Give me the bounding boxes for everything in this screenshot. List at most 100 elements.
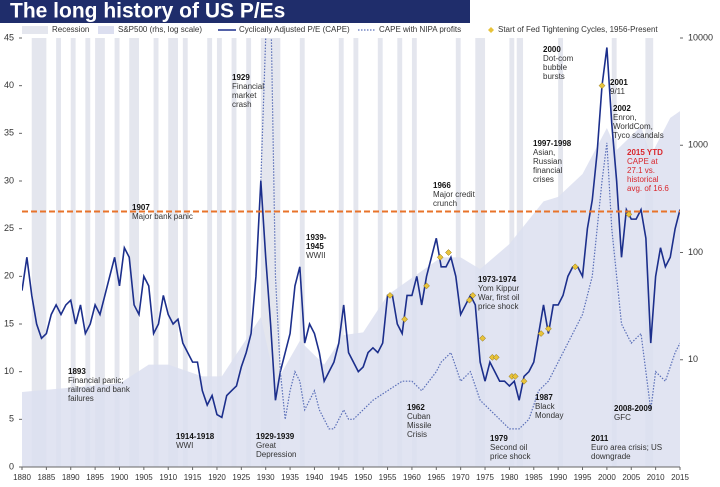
x-tick-label: 1895 [86, 473, 104, 482]
annotation-text: Yom Kippur [478, 284, 519, 293]
annotation-text: historical [627, 175, 659, 184]
title-bar [0, 0, 470, 23]
annotation-text: 27.1 vs. [627, 166, 655, 175]
recession-band [85, 38, 91, 467]
annotation-text: market [232, 91, 257, 100]
y-tick-label: 25 [4, 223, 14, 233]
fed-diamond [469, 292, 477, 299]
x-tick-label: 1955 [379, 473, 397, 482]
y2-tick-label: 10000 [688, 32, 713, 42]
annotation-text: avg. of 16.6 [627, 184, 669, 193]
fed-diamond [445, 249, 452, 256]
annotation-text: Major bank panic [132, 212, 193, 221]
y2-tick-label: 100 [688, 247, 703, 257]
recession-band [114, 38, 120, 467]
y-tick-label: 20 [4, 271, 14, 281]
recession-band [397, 38, 403, 467]
annotation-title: 1929-1939 [256, 432, 295, 441]
recession-band [153, 38, 159, 467]
annotation-text: Enron, [613, 113, 637, 122]
recession-band [231, 38, 237, 467]
annotation-text: price shock [478, 302, 519, 311]
legend-swatch [98, 26, 114, 34]
x-tick-label: 1965 [427, 473, 445, 482]
annotation-text: price shock [490, 452, 531, 461]
recession-band [95, 38, 105, 467]
annotation-title: 2015 YTD [627, 148, 663, 157]
x-tick-label: 1910 [159, 473, 177, 482]
annotation-text: Euro area crisis; US [591, 443, 662, 452]
recession-band [168, 38, 178, 467]
annotation-text: downgrade [591, 452, 631, 461]
annotation-text: CAPE at [627, 157, 658, 166]
legend-swatch [488, 27, 494, 33]
annotation-text: WorldCom, [613, 122, 653, 131]
x-tick-label: 1990 [549, 473, 567, 482]
y-tick-label: 45 [4, 32, 14, 42]
x-tick-label: 1980 [501, 473, 519, 482]
y-tick-label: 30 [4, 175, 14, 185]
annotation-text: Depression [256, 450, 296, 459]
recession-band [299, 38, 305, 467]
fed-diamond [598, 82, 606, 90]
annotation-text: crises [533, 175, 554, 184]
annotation-title: 2000 [543, 45, 561, 54]
x-tick-label: 2005 [622, 473, 640, 482]
annotation-text: failures [68, 394, 94, 403]
annotation-text: Major credit [433, 190, 476, 199]
annotation-text: bursts [543, 72, 565, 81]
annotation-title: 2011 [591, 434, 609, 443]
annotation-title: 1893 [68, 367, 86, 376]
annotation-text: Great [256, 441, 277, 450]
y-tick-label: 10 [4, 366, 14, 376]
x-tick-label: 1970 [452, 473, 470, 482]
recession-band [207, 38, 213, 467]
annotation-text: GFC [614, 413, 631, 422]
x-tick-label: 1960 [403, 473, 421, 482]
fed-diamond [537, 330, 545, 337]
x-tick-label: 2015 [671, 473, 689, 482]
annotation-text: Financial panic; [68, 376, 124, 385]
fed-diamond [492, 354, 500, 361]
legend-label: CAPE with NIPA profits [379, 25, 461, 34]
recession-band [70, 38, 76, 467]
fed-diamond [511, 373, 519, 380]
annotation-text: crunch [433, 199, 457, 208]
annotation-title: 1987 [535, 393, 553, 402]
x-tick-label: 2010 [647, 473, 665, 482]
sp500-area [22, 111, 680, 467]
annotation-text: Tyco scandals [613, 131, 664, 140]
annotation-text: railroad and bank [68, 385, 131, 394]
fed-diamond [479, 334, 486, 342]
legend-label: S&P500 (rhs, log scale) [118, 25, 202, 34]
fed-diamond [401, 315, 408, 323]
annotation-title: 2008-2009 [614, 404, 653, 413]
x-tick-label: 1885 [37, 473, 55, 482]
annotation-text: Dot-com [543, 54, 574, 63]
annotation-title: 1979 [490, 434, 508, 443]
recession-band [338, 38, 344, 467]
plot-area [22, 38, 680, 467]
annotation-title: 1939- [306, 233, 327, 242]
annotation-text: bubble [543, 63, 568, 72]
recession-band [31, 38, 47, 467]
annotation-title: 1966 [433, 181, 451, 190]
annotation-text: Crisis [407, 430, 427, 439]
x-tick-label: 1880 [13, 473, 31, 482]
recession-band [246, 38, 252, 467]
annotation-text: Black [535, 402, 556, 411]
legend-label: Recession [52, 25, 89, 34]
legend-label: Cyclically Adjusted P/E (CAPE) [239, 25, 350, 34]
nipa-line [260, 38, 680, 430]
y-tick-label: 15 [4, 318, 14, 328]
recession-band [129, 38, 139, 467]
cape-line [22, 47, 680, 419]
y2-tick-label: 10 [688, 354, 698, 364]
annotation-title: 1907 [132, 203, 150, 212]
recession-band [56, 38, 61, 467]
annotation-text: crash [232, 100, 252, 109]
fed-diamond [625, 211, 633, 218]
x-tick-label: 1950 [354, 473, 372, 482]
annotation-title: 1997-1998 [533, 139, 572, 148]
annotation-text: Russian [533, 157, 562, 166]
